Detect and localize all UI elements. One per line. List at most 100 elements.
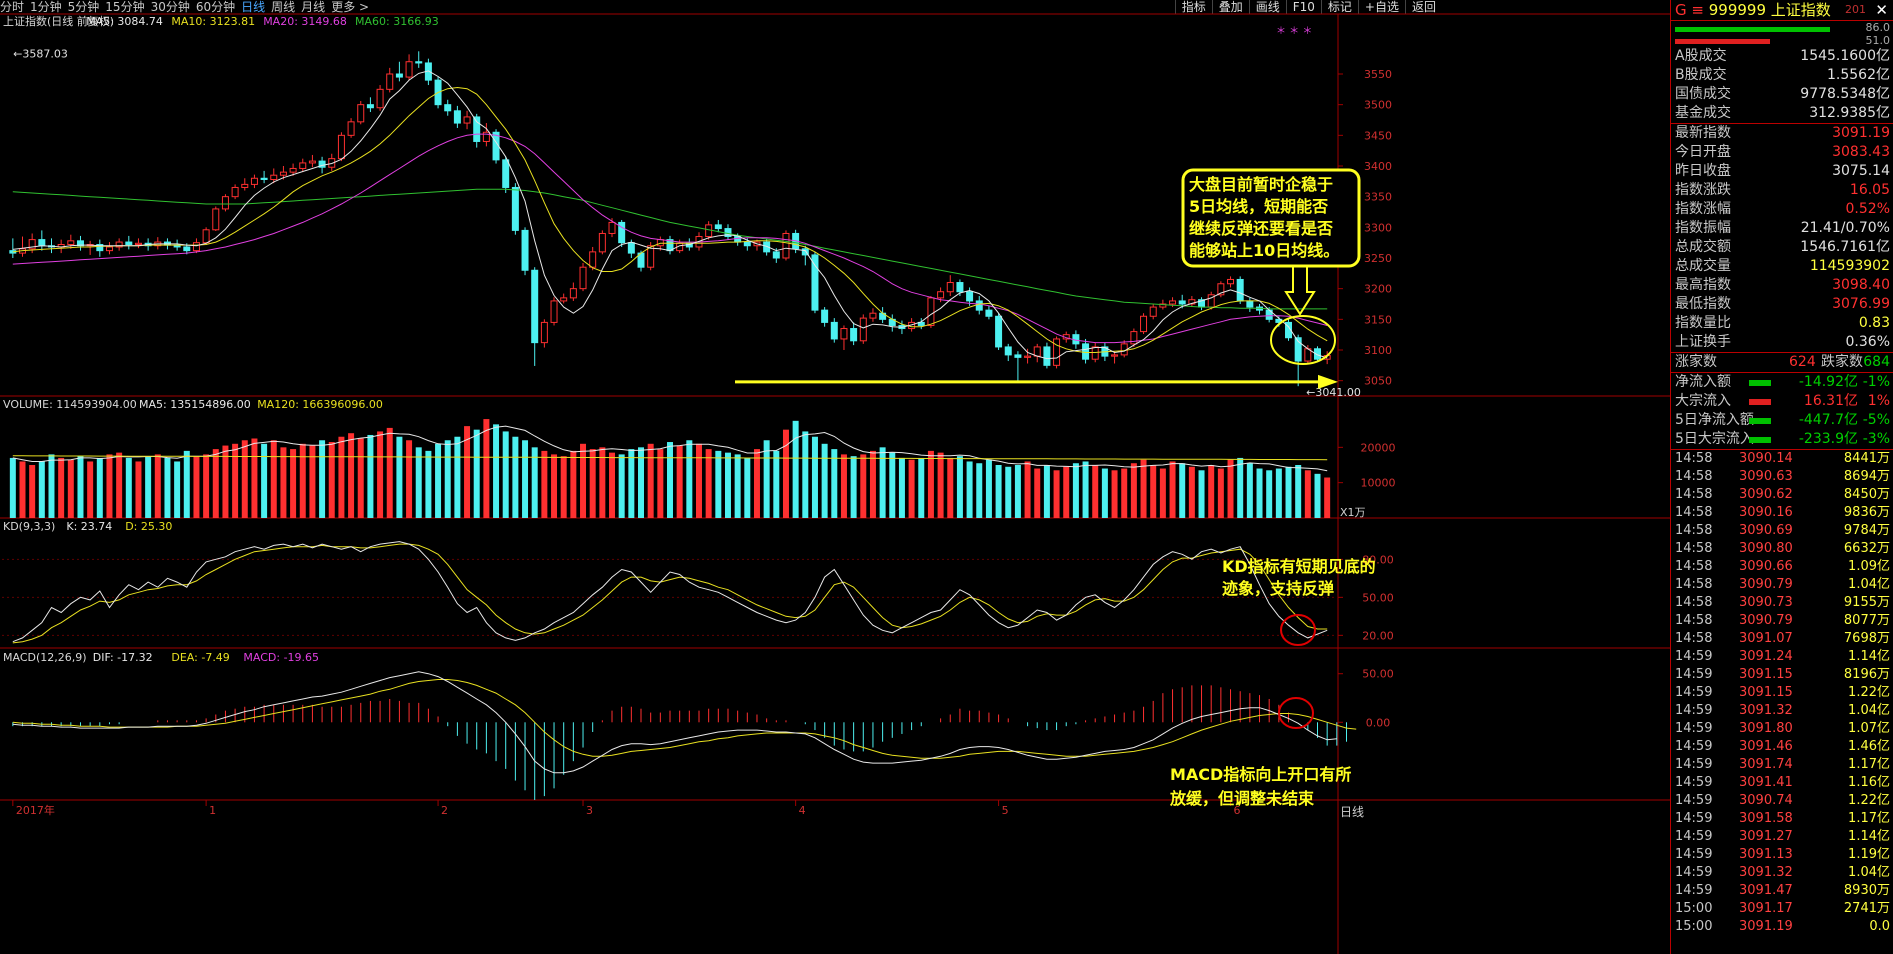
tick-time: 14:58 [1675,523,1713,538]
volume-bar [473,429,480,518]
volume-label: 20000 [1361,441,1396,454]
tool-画线[interactable]: 画线 [1248,0,1286,14]
volume-bar [1063,466,1070,518]
tick-list[interactable]: 14:58 3090.14 8441万 14:58 3090.63 8694万 14:58 3… [1671,449,1893,936]
volume-bar [1014,465,1021,518]
candle-body [1140,315,1148,333]
candle-body [627,242,635,254]
stat-row: 总成交额 1546.7161亿 [1671,238,1893,257]
period-1分钟[interactable]: 1分钟 [30,0,62,14]
volume-ma5-line [12,425,1328,472]
tool-标记[interactable]: 标记 [1320,0,1358,14]
candle-body [811,254,819,311]
volume-bar [860,454,867,518]
strength-bar-down [1675,39,1770,44]
candle-body [1178,300,1186,305]
tick-volume: 1.04亿 [1848,865,1890,880]
candle-body [569,288,577,299]
tool-返回[interactable]: 返回 [1404,0,1442,14]
volume-bar [821,443,828,518]
stat-label: 最低指数 [1675,296,1731,312]
tick-price: 3091.24 [1739,649,1793,664]
tool-+自选[interactable]: +自选 [1357,0,1405,14]
tick-row: 14:59 3091.46 1.46亿 [1671,738,1893,756]
period-15分钟[interactable]: 15分钟 [105,0,145,14]
tool-叠加[interactable]: 叠加 [1211,0,1249,14]
candle-body [840,328,848,340]
period-月线[interactable]: 月线 [301,0,326,14]
kline-chart[interactable]: 3550350034503400335033003250320031503100… [0,0,1670,954]
stat-value: 0.83 [1858,315,1890,331]
volume-bar [618,454,625,518]
period-更多 >[interactable]: 更多 > [331,0,370,14]
tick-volume: 1.07亿 [1848,721,1890,736]
legend-ma20: MA20: 3149.68 [263,15,347,28]
flow-label: 5日净流入额 [1675,412,1754,428]
tick-price: 3091.15 [1739,685,1793,700]
tick-price: 3091.80 [1739,721,1793,736]
stat-rows: A股成交 1545.1600亿 B股成交 1.5562亿 国债成交 9778.5348亿基… [1671,47,1893,352]
candle-body [1169,300,1177,305]
tool-指标[interactable]: 指标 [1174,0,1212,14]
candle-body [743,241,751,247]
tick-volume: 1.14亿 [1848,829,1890,844]
tick-volume: 1.17亿 [1848,811,1890,826]
volume-bar [1237,457,1244,518]
flow-label: 5日大宗流入 [1675,431,1754,447]
period-30分钟[interactable]: 30分钟 [150,0,190,14]
candle-body [212,208,220,231]
stat-value: 3083.43 [1832,144,1890,160]
tick-price: 3090.69 [1739,523,1793,538]
tick-time: 14:59 [1675,847,1713,862]
tick-time: 14:59 [1675,649,1713,664]
market-code-icon: G ≡ [1675,1,1709,19]
period-日线[interactable]: 日线 [241,0,266,14]
candle-body [521,229,529,271]
tick-time: 14:59 [1675,883,1713,898]
tool-F10[interactable]: F10 [1285,0,1321,14]
stat-row: 指数涨跌 16.05 [1671,181,1893,200]
stat-row: B股成交 1.5562亿 [1671,66,1893,85]
price-label: 3050 [1364,375,1392,388]
candle-body [608,221,616,234]
volume-bar [1188,466,1195,518]
volume-bar [628,449,635,518]
volume-bar [1256,468,1263,518]
volume-bar [976,463,983,518]
volume-bar [1092,465,1099,518]
strength-value-down: 51.0 [1865,34,1891,47]
period-60分钟[interactable]: 60分钟 [195,0,236,14]
candle-body [1111,354,1119,357]
period-5分钟[interactable]: 5分钟 [67,0,100,14]
annotation-text: 5日均线，短期能否 [1189,197,1328,216]
volume-bar [406,440,413,518]
tick-time: 14:58 [1675,595,1713,610]
candle-body [289,167,297,173]
close-icon[interactable]: ✕ [1875,1,1888,19]
volume-bar [1024,461,1031,518]
period-分时[interactable]: 分时 [0,0,25,14]
stats-header: G ≡ 999999 上证指数 201 ✕ [1671,0,1893,21]
tick-row: 14:59 3090.74 1.22亿 [1671,792,1893,810]
candle-body [76,240,84,247]
period-周线[interactable]: 周线 [271,0,296,14]
candle-body [1227,278,1235,285]
candle-body [995,315,1003,348]
volume-bar [1227,459,1234,518]
tick-row: 14:59 3091.13 1.19亿 [1671,846,1893,864]
volume-bar [9,457,16,518]
volume-bar [657,449,664,518]
candle-body [202,229,210,244]
candle-body [444,104,452,112]
stat-value: 1546.7161亿 [1800,239,1890,255]
header-extra: 201 [1845,3,1866,16]
stat-label: 基金成交 [1675,105,1731,121]
volume-bar [222,445,229,518]
flow-bar [1749,437,1771,443]
volume-bar [290,449,297,518]
tick-time: 14:58 [1675,631,1713,646]
volume-bar [589,449,596,518]
stat-label: A股成交 [1675,48,1727,64]
volume-bar [145,456,152,518]
volume-bar [686,440,693,518]
